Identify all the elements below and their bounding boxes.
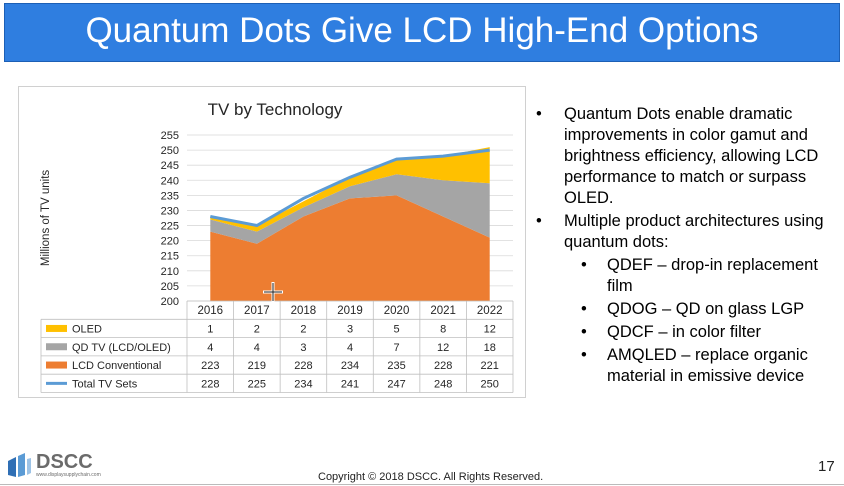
bullet-dot: • — [536, 212, 542, 230]
data-table-value: 228 — [201, 378, 219, 390]
bullet-dot: • — [581, 346, 587, 364]
lcd-conventional-area — [210, 195, 490, 301]
sub-bullet-item: • AMQLED – replace organic material in em… — [536, 345, 841, 387]
data-table-value: 234 — [341, 360, 359, 372]
data-table-value: 223 — [201, 360, 219, 372]
data-table-value: 248 — [434, 378, 452, 390]
bullet-dot: • — [581, 256, 587, 274]
x-tick-label: 2021 — [430, 305, 456, 317]
oled-area — [210, 147, 490, 232]
data-table-value: 235 — [387, 360, 405, 372]
legend-label: OLED — [72, 323, 102, 335]
data-table-value: 18 — [484, 342, 496, 354]
y-tick-label: 235 — [161, 190, 179, 202]
tv-technology-chart: TV by Technology Millions of TV units 200 2… — [40, 100, 514, 393]
data-table-value: 250 — [481, 378, 499, 390]
qd-tv-area — [210, 174, 490, 244]
legend-label: Total TV Sets — [72, 378, 138, 390]
slide-title: Quantum Dots Give LCD High-End Options — [85, 11, 759, 50]
chart-container: TV by Technology Millions of TV units 200 2… — [18, 86, 526, 398]
data-table-value: 221 — [481, 360, 499, 372]
bullet-item: • Multiple product architectures using qu… — [536, 211, 841, 253]
x-tick-label: 2016 — [197, 305, 223, 317]
x-tick-label: 2017 — [244, 305, 270, 317]
logo-text: DSCC — [36, 451, 93, 473]
bullet-list: • Quantum Dots enable dramatic improvemen… — [536, 104, 841, 387]
x-tick-label: 2020 — [384, 305, 410, 317]
data-table-value: 4 — [347, 342, 353, 354]
sub-bullet-item: • QDOG – QD on glass LGP — [536, 299, 841, 320]
sub-bullet-text: QDCF – in color filter — [607, 323, 762, 341]
y-tick-label: 255 — [161, 130, 179, 142]
legend-key-swatch — [46, 343, 67, 351]
y-tick-label: 250 — [161, 145, 179, 157]
data-table-value: 228 — [434, 360, 452, 372]
data-table-value: 2 — [300, 323, 306, 335]
sub-bullet-item: • QDCF – in color filter — [536, 322, 841, 343]
legend-label: QD TV (LCD/OLED) — [72, 342, 171, 354]
sub-bullet-item: • QDEF – drop-in replacement film — [536, 255, 841, 297]
data-table-value: 4 — [254, 342, 260, 354]
data-table-value: 247 — [387, 378, 405, 390]
sub-bullet-text: QDOG – QD on glass LGP — [607, 300, 805, 318]
data-table-value: 8 — [440, 323, 446, 335]
sub-bullet-text: AMQLED – replace organic material in emi… — [607, 346, 808, 385]
chart-title: TV by Technology — [208, 100, 343, 119]
data-table-value: 7 — [394, 342, 400, 354]
bullet-item: • Quantum Dots enable dramatic improvemen… — [536, 104, 841, 209]
data-table-value: 219 — [248, 360, 266, 372]
total-tv-sets-line — [210, 148, 490, 228]
data-table-value: 2 — [254, 323, 260, 335]
data-table-value: 3 — [347, 323, 353, 335]
sub-bullet-text: QDEF – drop-in replacement film — [607, 256, 818, 295]
data-table-value: 5 — [394, 323, 400, 335]
y-tick-label: 240 — [161, 175, 179, 187]
legend-key-swatch — [46, 361, 67, 369]
y-axis-label: Millions of TV units — [40, 170, 52, 267]
y-tick-label: 245 — [161, 160, 179, 172]
dscc-logo: DSCC www.displaysupplychain.com — [6, 451, 101, 481]
dscc-logo-icon — [8, 453, 31, 477]
x-tick-label: 2022 — [477, 305, 503, 317]
bullet-dot: • — [581, 323, 587, 341]
title-bar: Quantum Dots Give LCD High-End Options — [4, 3, 840, 62]
data-table-value: 4 — [207, 342, 213, 354]
y-tick-label: 230 — [161, 205, 179, 217]
data-table-value: 1 — [207, 323, 213, 335]
data-table-value: 12 — [437, 342, 449, 354]
y-tick-label: 225 — [161, 221, 179, 233]
data-table-value: 241 — [341, 378, 359, 390]
data-table-value: 12 — [484, 323, 496, 335]
y-tick-label: 205 — [161, 281, 179, 293]
bullet-dot: • — [581, 300, 587, 318]
page-number: 17 — [818, 458, 835, 475]
bullet-dot: • — [536, 105, 542, 123]
footer-divider — [0, 484, 844, 485]
x-tick-label: 2019 — [337, 305, 363, 317]
data-table-value: 3 — [300, 342, 306, 354]
copyright-text: Copyright © 2018 DSCC. All Rights Reserv… — [318, 471, 544, 483]
legend-key-swatch — [46, 324, 67, 332]
y-tick-label: 215 — [161, 251, 179, 263]
y-tick-label: 200 — [161, 296, 179, 308]
logo-subtext: www.displaysupplychain.com — [36, 472, 101, 478]
data-table-value: 234 — [294, 378, 312, 390]
bullet-text: Quantum Dots enable dramatic improvement… — [564, 105, 819, 207]
x-tick-label: 2018 — [291, 305, 317, 317]
y-tick-label: 210 — [161, 266, 179, 278]
legend-label: LCD Conventional — [72, 360, 161, 372]
data-table-value: 225 — [248, 378, 266, 390]
data-table-value: 228 — [294, 360, 312, 372]
y-tick-label: 220 — [161, 236, 179, 248]
bullet-text: Multiple product architectures using qua… — [564, 212, 824, 251]
